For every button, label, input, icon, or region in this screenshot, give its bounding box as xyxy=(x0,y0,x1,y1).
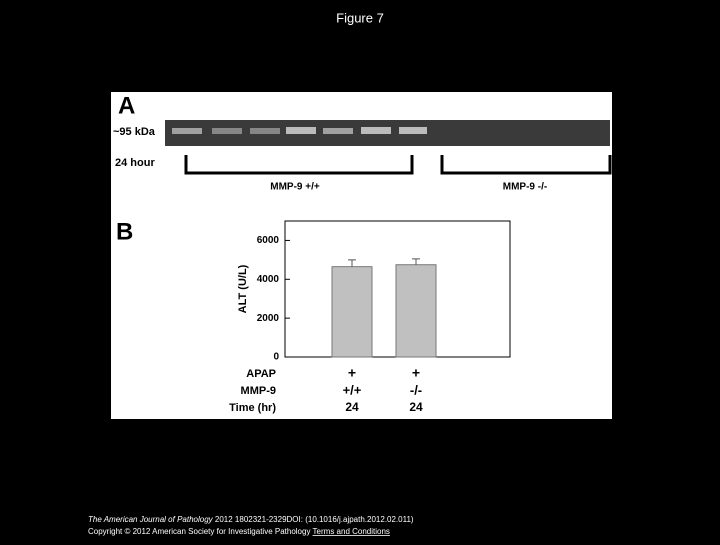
group-label: MMP-9 -/- xyxy=(503,182,547,193)
slide-title: Figure 7 xyxy=(336,10,384,25)
terms-link[interactable]: Terms and Conditions xyxy=(313,527,390,536)
band-marker: ~95 kDa xyxy=(113,126,156,138)
error-bar xyxy=(412,258,420,265)
x-tick-label: + xyxy=(412,365,420,381)
citation: The American Journal of Pathology 2012 1… xyxy=(88,515,414,524)
time-label: 24 hour xyxy=(115,157,155,169)
figure-panel xyxy=(111,92,612,419)
copyright: Copyright © 2012 American Society for In… xyxy=(88,527,310,536)
bar xyxy=(331,266,373,358)
x-tick-label: -/- xyxy=(410,382,422,397)
citation-text: 2012 1802321-2329DOI: (10.1016/j.ajpath.… xyxy=(215,515,414,524)
error-bar xyxy=(348,259,356,267)
row-label: Time (hr) xyxy=(229,402,276,414)
row-label: MMP-9 xyxy=(241,385,276,397)
journal: The American Journal of Pathology xyxy=(88,515,214,524)
y-tick-label: 2000 xyxy=(257,313,280,324)
x-tick-label: + xyxy=(348,365,356,381)
panel-label: B xyxy=(116,218,133,245)
y-tick-label: 0 xyxy=(273,352,279,363)
x-tick-label: 24 xyxy=(409,400,423,414)
group-label: MMP-9 +/+ xyxy=(270,182,320,193)
group-brackets xyxy=(184,155,612,175)
x-tick-label: +/+ xyxy=(343,382,362,397)
gel-bands xyxy=(172,127,427,134)
y-axis-label: ALT (U/L) xyxy=(237,264,249,313)
bar xyxy=(395,264,437,358)
y-tick-label: 6000 xyxy=(257,235,280,246)
copyright-line: Copyright © 2012 American Society for In… xyxy=(88,527,390,536)
y-tick-label: 4000 xyxy=(257,274,280,285)
panel-label: A xyxy=(118,92,135,119)
row-label: APAP xyxy=(246,368,276,380)
x-tick-label: 24 xyxy=(345,400,359,414)
